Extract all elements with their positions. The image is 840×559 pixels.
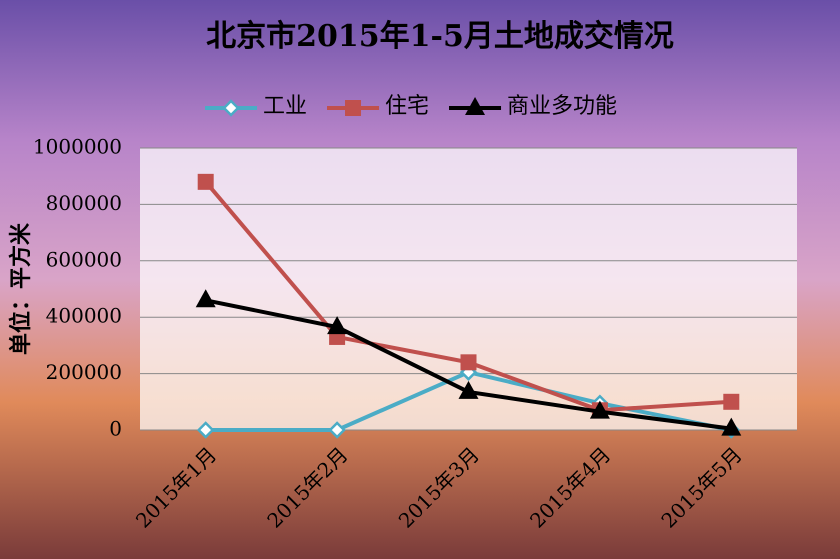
- y-tick-label: 0: [109, 417, 122, 441]
- marker: [345, 100, 362, 116]
- marker: [460, 354, 477, 371]
- legend-item: 工业: [205, 94, 307, 119]
- marker: [195, 289, 216, 308]
- y-tick-label: 400000: [46, 304, 122, 328]
- marker: [723, 393, 740, 410]
- marker: [222, 99, 240, 117]
- y-tick-label: 600000: [46, 247, 122, 271]
- y-tick-label: 1000000: [33, 135, 122, 159]
- legend-label: 住宅: [385, 94, 429, 119]
- marker: [328, 421, 346, 439]
- chart-title: 北京市2015年1-5月土地成交情况: [206, 19, 674, 54]
- legend-label: 商业多功能: [507, 94, 617, 119]
- y-tick-label: 800000: [46, 191, 122, 215]
- marker: [721, 417, 742, 436]
- marker: [327, 316, 348, 335]
- marker: [197, 173, 214, 190]
- legend-item: 住宅: [327, 94, 429, 119]
- legend-label: 工业: [263, 94, 307, 119]
- marker: [589, 400, 610, 419]
- y-axis-title: 单位：平方米: [8, 222, 34, 355]
- y-tick-label: 200000: [46, 360, 122, 384]
- marker: [196, 421, 215, 439]
- legend-item: 商业多功能: [449, 94, 617, 119]
- marker: [465, 97, 486, 115]
- marker: [458, 380, 479, 399]
